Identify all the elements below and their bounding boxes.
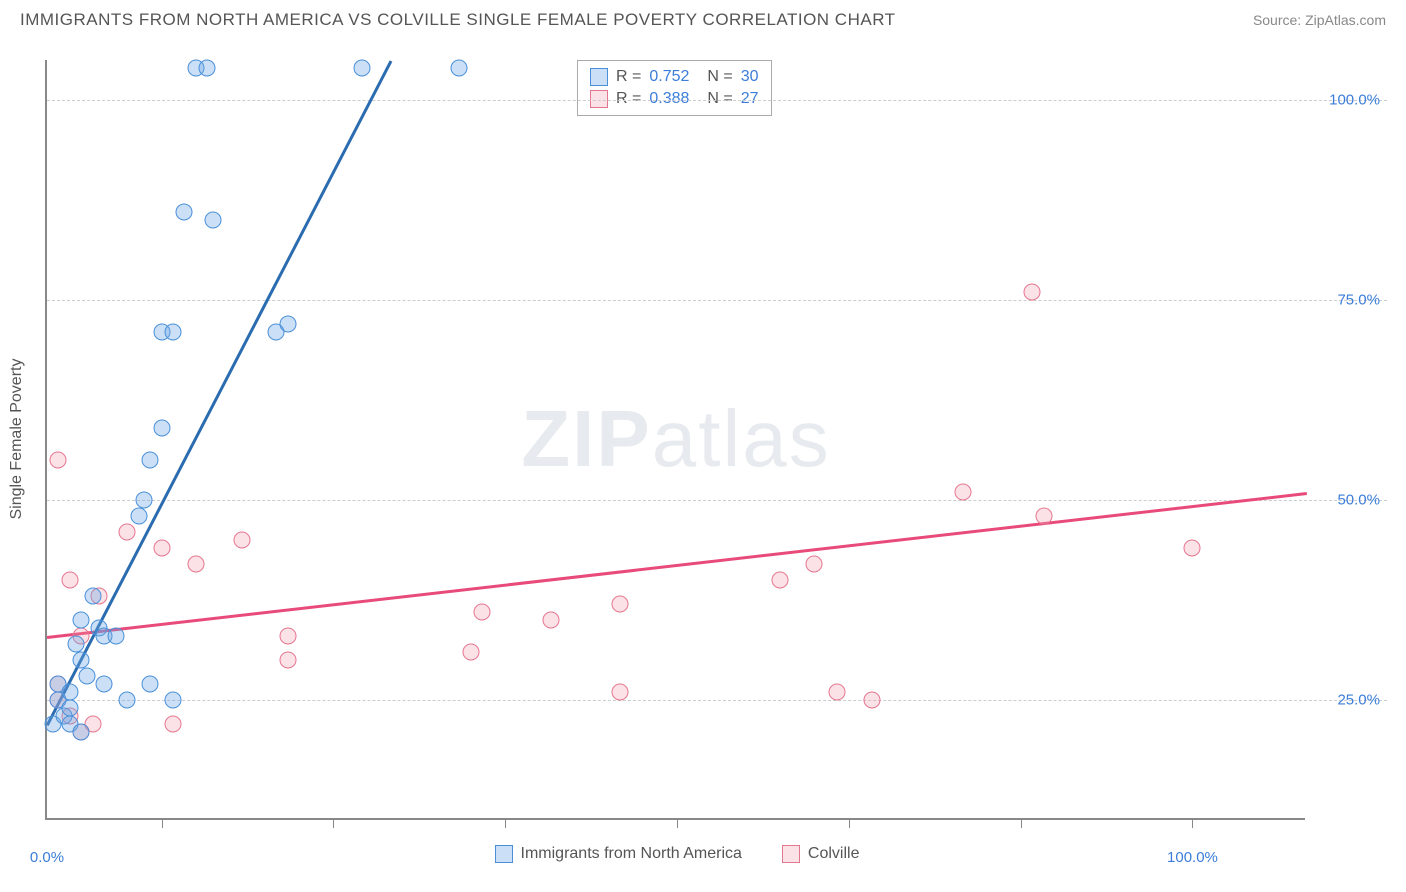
- data-point: [611, 596, 628, 613]
- data-point: [73, 724, 90, 741]
- data-point: [279, 628, 296, 645]
- data-point: [153, 420, 170, 437]
- data-point: [1035, 508, 1052, 525]
- xtick-label: 0.0%: [30, 849, 64, 866]
- data-point: [205, 212, 222, 229]
- r-label: R =: [616, 68, 641, 86]
- data-point: [153, 540, 170, 557]
- n-value-blue: 30: [741, 68, 759, 86]
- data-point: [829, 684, 846, 701]
- xtick: [162, 818, 163, 828]
- data-point: [611, 684, 628, 701]
- gridline: [47, 700, 1387, 701]
- correlation-legend: R = 0.752 N = 30 R = 0.388 N = 27: [577, 60, 772, 116]
- data-point: [96, 676, 113, 693]
- chart-container: Single Female Poverty ZIPatlas R = 0.752…: [45, 60, 1385, 820]
- data-point: [863, 692, 880, 709]
- data-point: [279, 316, 296, 333]
- data-point: [955, 484, 972, 501]
- data-point: [279, 652, 296, 669]
- ytick-label: 50.0%: [1337, 492, 1380, 509]
- legend-row-pink: R = 0.388 N = 27: [590, 88, 759, 110]
- data-point: [543, 612, 560, 629]
- r-value-pink: 0.388: [649, 90, 689, 108]
- gridline: [47, 100, 1387, 101]
- data-point: [61, 684, 78, 701]
- legend-label-pink: Colville: [808, 845, 860, 863]
- xtick: [505, 818, 506, 828]
- n-value-pink: 27: [741, 90, 759, 108]
- data-point: [119, 524, 136, 541]
- data-point: [165, 716, 182, 733]
- data-point: [187, 556, 204, 573]
- data-point: [67, 636, 84, 653]
- legend-label-blue: Immigrants from North America: [521, 845, 742, 863]
- data-point: [772, 572, 789, 589]
- watermark-atlas: atlas: [652, 394, 831, 483]
- watermark-zip: ZIP: [521, 394, 651, 483]
- data-point: [73, 652, 90, 669]
- data-point: [165, 692, 182, 709]
- watermark: ZIPatlas: [521, 393, 830, 485]
- plot-area: Single Female Poverty ZIPatlas R = 0.752…: [45, 60, 1305, 820]
- data-point: [61, 700, 78, 717]
- data-point: [142, 452, 159, 469]
- swatch-blue-icon: [495, 845, 513, 863]
- chart-title: IMMIGRANTS FROM NORTH AMERICA VS COLVILL…: [20, 10, 896, 30]
- data-point: [84, 588, 101, 605]
- gridline: [47, 500, 1387, 501]
- xtick-label: 100.0%: [1167, 849, 1218, 866]
- data-point: [451, 60, 468, 77]
- ytick-label: 75.0%: [1337, 292, 1380, 309]
- data-point: [165, 324, 182, 341]
- data-point: [107, 628, 124, 645]
- source-label: Source: ZipAtlas.com: [1253, 12, 1386, 28]
- xtick: [333, 818, 334, 828]
- data-point: [1024, 284, 1041, 301]
- swatch-blue-icon: [590, 68, 608, 86]
- data-point: [1184, 540, 1201, 557]
- data-point: [142, 676, 159, 693]
- xtick: [1021, 818, 1022, 828]
- trendline: [47, 492, 1307, 638]
- legend-item-pink: Colville: [782, 845, 860, 863]
- legend-item-blue: Immigrants from North America: [495, 845, 742, 863]
- data-point: [61, 572, 78, 589]
- n-label: N =: [707, 90, 732, 108]
- data-point: [136, 492, 153, 509]
- xtick: [1192, 818, 1193, 828]
- data-point: [354, 60, 371, 77]
- data-point: [199, 60, 216, 77]
- data-point: [474, 604, 491, 621]
- data-point: [73, 612, 90, 629]
- xtick: [849, 818, 850, 828]
- series-legend: Immigrants from North America Colville: [47, 845, 1307, 863]
- data-point: [233, 532, 250, 549]
- ytick-label: 100.0%: [1329, 92, 1380, 109]
- gridline: [47, 300, 1387, 301]
- swatch-pink-icon: [782, 845, 800, 863]
- legend-row-blue: R = 0.752 N = 30: [590, 66, 759, 88]
- ytick-label: 25.0%: [1337, 692, 1380, 709]
- data-point: [119, 692, 136, 709]
- r-label: R =: [616, 90, 641, 108]
- data-point: [79, 668, 96, 685]
- data-point: [50, 452, 67, 469]
- r-value-blue: 0.752: [649, 68, 689, 86]
- data-point: [462, 644, 479, 661]
- data-point: [176, 204, 193, 221]
- data-point: [130, 508, 147, 525]
- y-axis-label: Single Female Poverty: [8, 359, 26, 520]
- data-point: [806, 556, 823, 573]
- swatch-pink-icon: [590, 90, 608, 108]
- n-label: N =: [707, 68, 732, 86]
- xtick: [677, 818, 678, 828]
